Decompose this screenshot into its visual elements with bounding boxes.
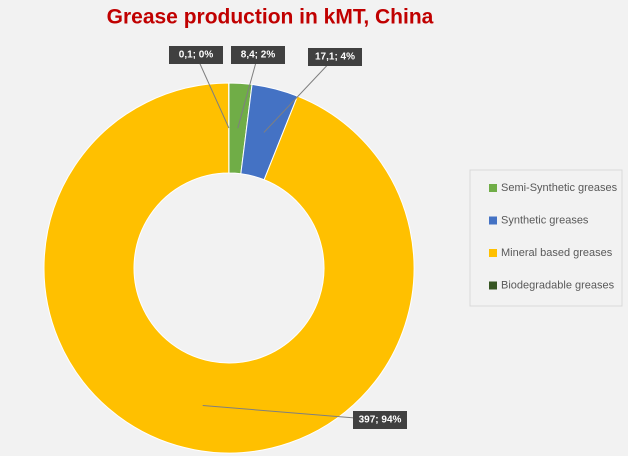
legend-swatch [489, 184, 497, 192]
data-label: 8,4; 2% [241, 50, 276, 61]
label-box [231, 46, 285, 64]
data-label: 17,1; 4% [315, 52, 355, 63]
legend-swatch [489, 216, 497, 225]
data-label: 397; 94% [359, 415, 402, 426]
data-label: 0,1; 0% [179, 50, 214, 61]
leader-line [195, 54, 230, 129]
legend-label: Mineral based greases [501, 247, 613, 259]
label-box [308, 48, 362, 66]
leader-line [237, 54, 259, 129]
label-box [169, 46, 223, 64]
label-box [353, 411, 407, 429]
legend-label: Biodegradable greases [501, 279, 615, 291]
legend-swatch [489, 281, 497, 290]
legend-swatch [489, 249, 497, 257]
chart-title: Grease production in kMT, China [107, 6, 434, 29]
leader-line [202, 405, 381, 421]
donut-slice [43, 82, 415, 454]
legend-label: Synthetic greases [501, 214, 589, 226]
legend-label: Semi-Synthetic greases [501, 182, 618, 194]
leader-line [263, 56, 336, 133]
